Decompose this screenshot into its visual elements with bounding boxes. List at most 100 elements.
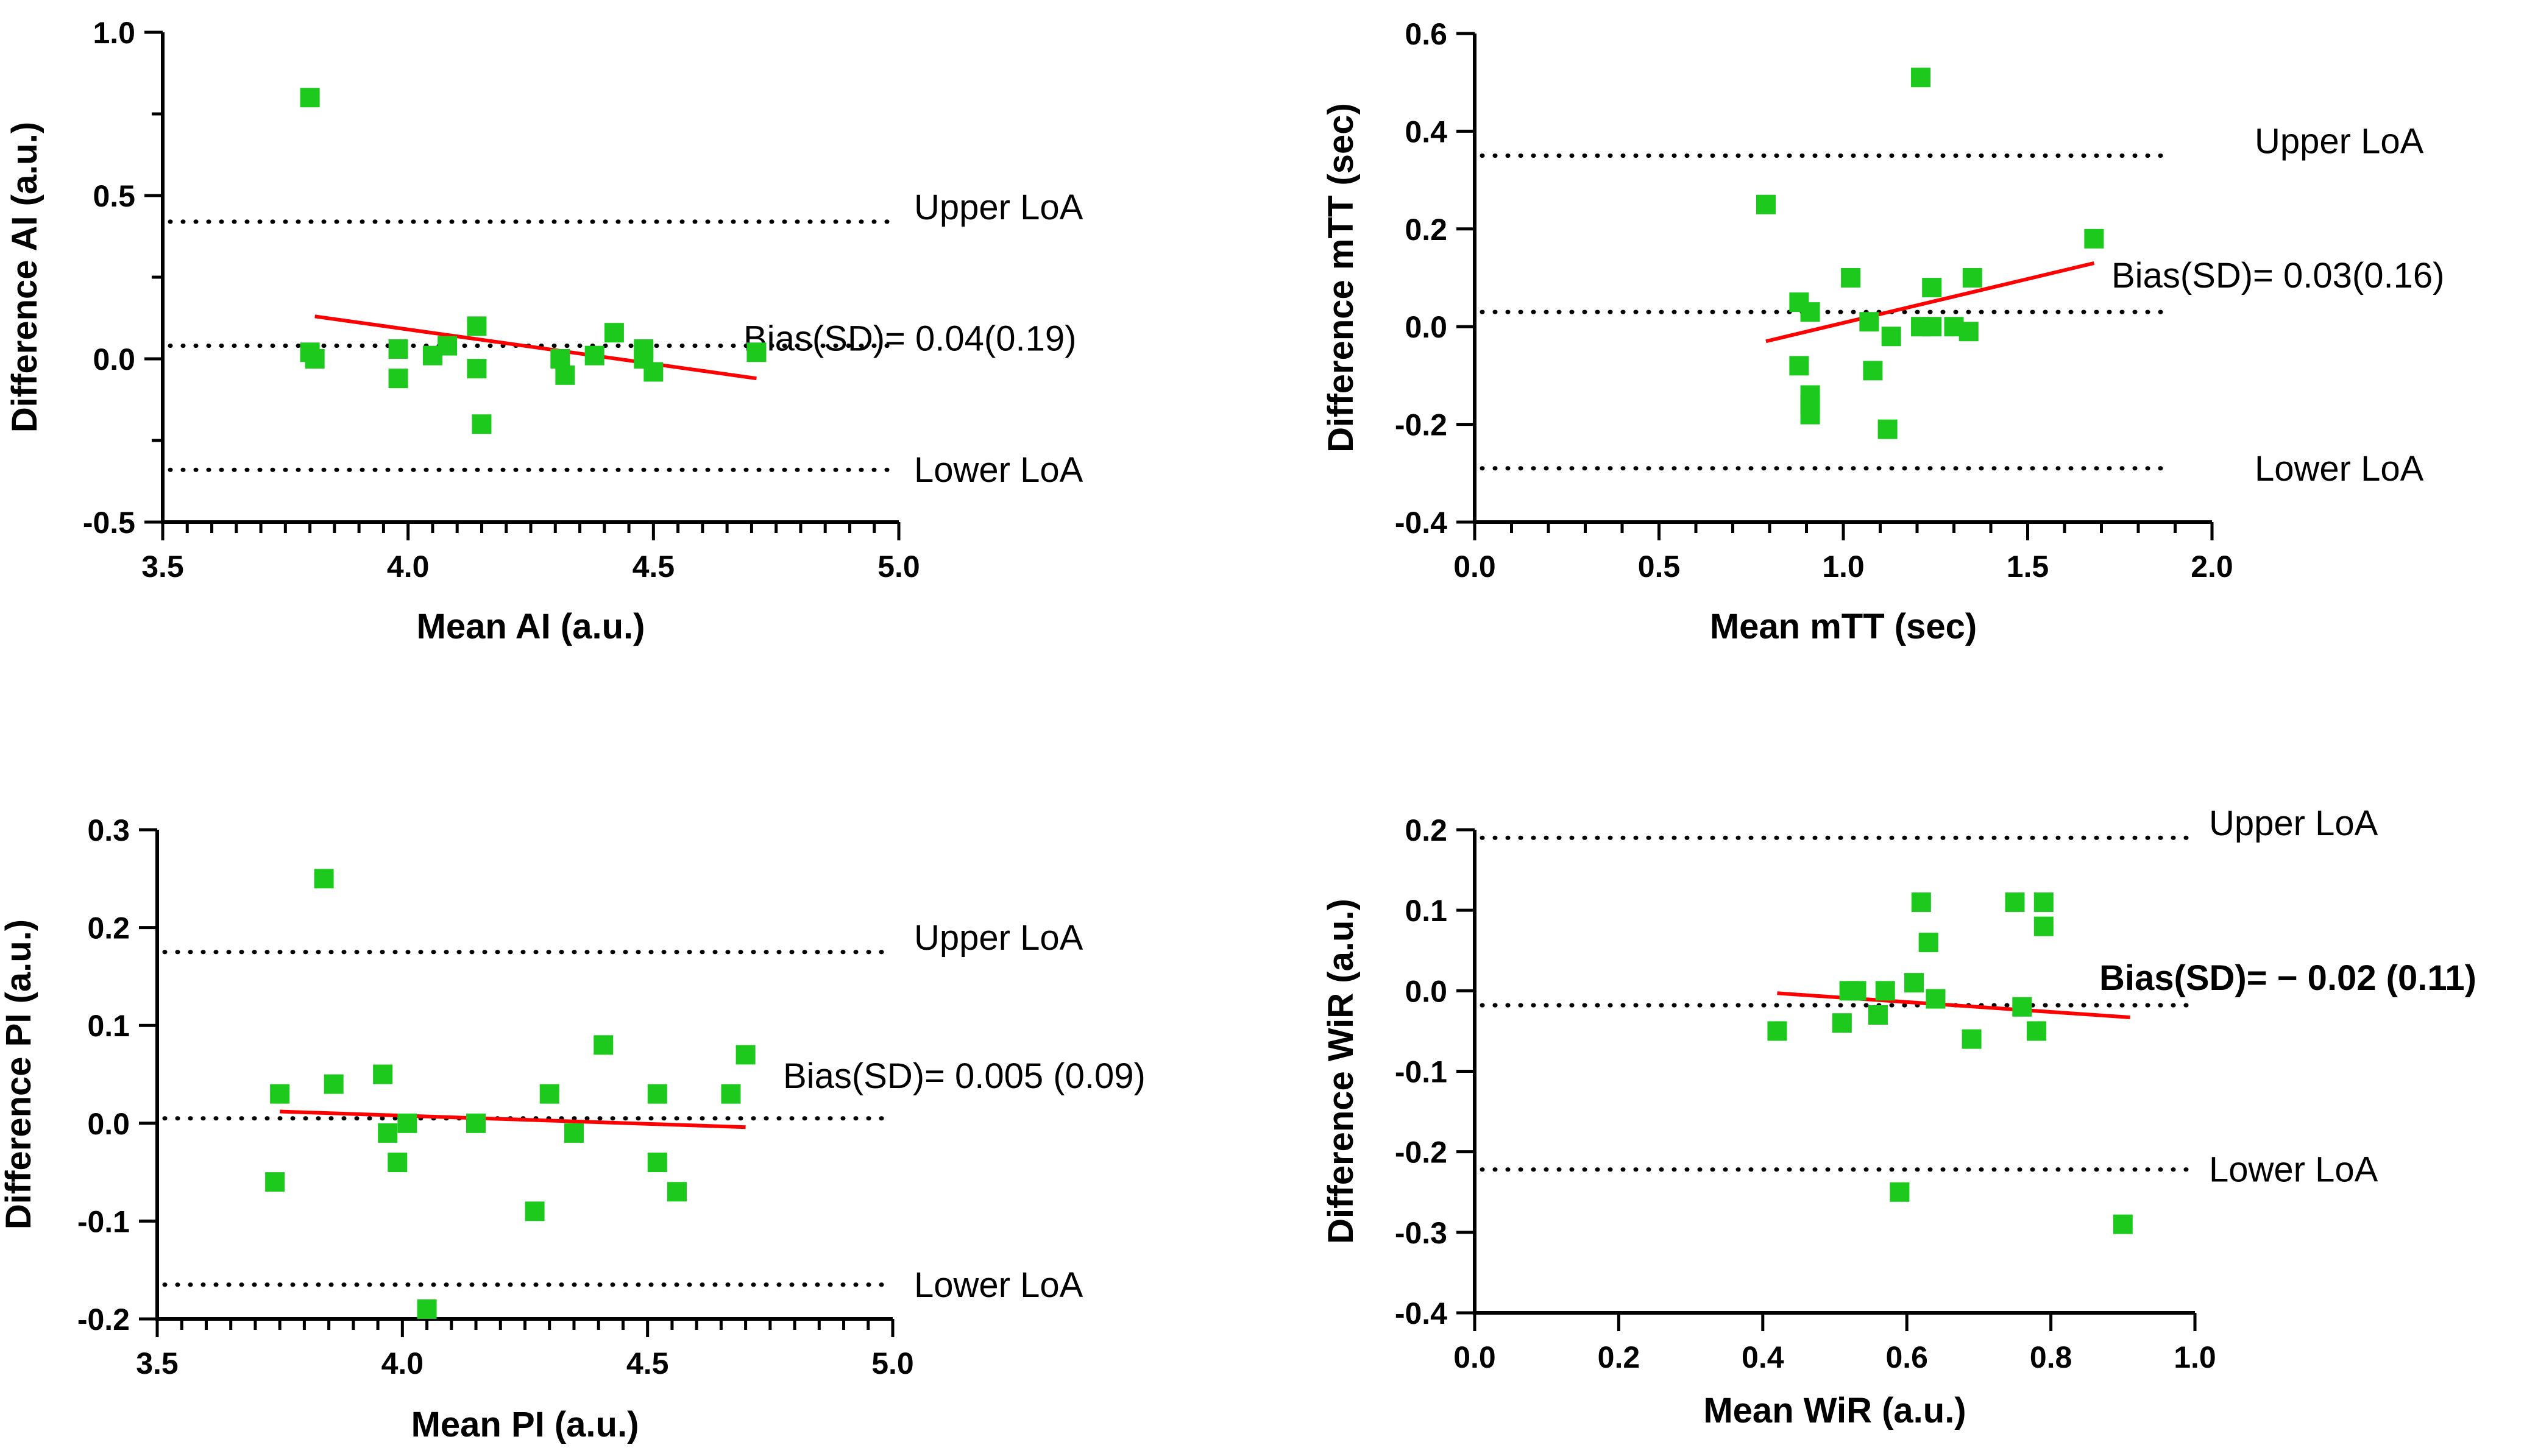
y-tick-label: 0.0 [1405, 974, 1447, 1008]
data-point [1959, 322, 1979, 342]
data-point [2033, 916, 2054, 936]
y-tick-label: 0.2 [1405, 813, 1447, 847]
x-tick-label: 3.5 [136, 1346, 179, 1380]
bias-label: Bias(SD)= 0.005 (0.09) [783, 1056, 1146, 1096]
data-point [314, 869, 334, 889]
y-tick-label: -0.2 [1395, 408, 1447, 442]
data-point [1922, 278, 1942, 298]
data-point [378, 1123, 398, 1143]
y-tick-label: 0.1 [1405, 894, 1447, 928]
y-tick-label: -0.2 [1395, 1136, 1447, 1170]
data-point [467, 359, 487, 379]
data-point [1881, 327, 1901, 347]
regression-line [314, 314, 757, 381]
regression-line [1765, 261, 2095, 344]
upper-loa-label: Upper LoA [2255, 122, 2424, 161]
y-tick-label: 0.2 [1405, 213, 1447, 247]
data-point [604, 323, 624, 343]
data-point [300, 88, 320, 108]
data-point [647, 1153, 667, 1173]
data-point [2012, 997, 2032, 1017]
data-point [736, 1045, 756, 1065]
data-point [1863, 361, 1883, 381]
y-tick-label: -0.4 [1395, 506, 1447, 540]
data-point [373, 1064, 393, 1084]
data-point [1962, 1029, 1982, 1049]
data-point [525, 1201, 545, 1221]
data-point [388, 339, 408, 359]
data-point [417, 1299, 437, 1319]
y-tick-label: 0.0 [93, 342, 135, 376]
y-tick-label: -0.3 [1395, 1216, 1447, 1250]
lower-loa-label: Lower LoA [914, 1265, 1083, 1305]
chart-pi: 3.5 4.0 4.5 5.0 -0.2 -0.1 0.0 0.1 0.2 0.3 Mean PI … [0, 813, 1146, 1444]
data-point [539, 1084, 559, 1104]
data-point [550, 349, 570, 369]
data-point [265, 1172, 285, 1192]
x-tick-label: 0.0 [1453, 1340, 1496, 1374]
data-point [466, 1113, 486, 1133]
x-tick-label: 0.8 [2030, 1340, 2072, 1374]
x-axis-title: Mean mTT (sec) [1710, 607, 1977, 646]
x-tick-label: 0.4 [1742, 1340, 1784, 1374]
data-point [647, 1084, 667, 1104]
y-tick-label: 0.1 [87, 1009, 130, 1043]
x-tick-label: 2.0 [2191, 550, 2233, 584]
data-point [1904, 973, 1924, 993]
y-tick-label: 0.0 [87, 1107, 130, 1141]
data-point [1756, 194, 1776, 214]
x-tick-label: 4.5 [626, 1346, 669, 1380]
y-axis-title: Difference PI (a.u.) [0, 919, 38, 1229]
data-point [594, 1035, 614, 1055]
data-point [2084, 228, 2104, 249]
x-axis-title: Mean PI (a.u.) [411, 1405, 639, 1444]
y-axis-title: Difference WiR (a.u.) [1321, 899, 1361, 1244]
data-point [438, 336, 458, 356]
data-point [584, 345, 604, 366]
lower-loa-label: Lower LoA [2255, 449, 2424, 489]
x-tick-label: 4.0 [381, 1346, 424, 1380]
data-point [667, 1182, 687, 1202]
x-tick-label: 1.5 [2007, 550, 2049, 584]
data-point [721, 1084, 741, 1104]
data-point [1846, 981, 1866, 1001]
data-point [270, 1084, 290, 1104]
y-tick-label: -0.1 [77, 1204, 130, 1239]
y-tick-label: 0.5 [93, 179, 135, 213]
y-tick-label: 1.0 [93, 16, 135, 50]
data-point [2026, 1021, 2046, 1041]
data-point [2113, 1214, 2133, 1234]
bias-label: Bias(SD)= 0.03(0.16) [2111, 256, 2444, 295]
y-tick-label: -0.2 [77, 1302, 130, 1337]
chart-wir: 0.0 0.2 0.4 0.6 0.8 1.0 -0.4 -0.3 -0.2 -0.1 0.0 0.1… [1321, 804, 2476, 1430]
data-point [1841, 268, 1861, 288]
regression-line [1777, 991, 2130, 1019]
y-tick-label: -0.4 [1395, 1296, 1447, 1331]
x-tick-label: 1.0 [1822, 550, 1865, 584]
y-tick-label: 0.6 [1405, 17, 1447, 51]
data-point [555, 365, 575, 385]
x-axis-title: Mean AI (a.u.) [417, 607, 645, 646]
y-axis-title: Difference mTT (sec) [1321, 103, 1361, 453]
x-tick-label: 1.0 [2174, 1340, 2216, 1374]
data-point [467, 316, 487, 336]
data-point [746, 342, 767, 362]
data-point [1962, 268, 1982, 288]
y-tick-label: -0.1 [1395, 1055, 1447, 1089]
bias-label: Bias(SD)= 0.04(0.19) [743, 319, 1076, 359]
lower-loa-label: Lower LoA [2209, 1150, 2378, 1190]
data-point [1911, 892, 1931, 912]
data-point [388, 369, 408, 389]
data-point [1911, 68, 1931, 88]
y-tick-label: 0.3 [87, 813, 130, 847]
data-point [2033, 892, 2054, 912]
x-tick-label: 3.5 [141, 550, 184, 584]
data-point [564, 1123, 584, 1143]
y-tick-label: 0.2 [87, 911, 130, 945]
data-point [397, 1113, 417, 1133]
x-tick-label: 0.0 [1453, 550, 1496, 584]
y-tick-label: 0.4 [1405, 115, 1447, 149]
x-tick-label: 4.5 [633, 550, 675, 584]
y-axis-title: Difference AI (a.u.) [5, 122, 44, 433]
